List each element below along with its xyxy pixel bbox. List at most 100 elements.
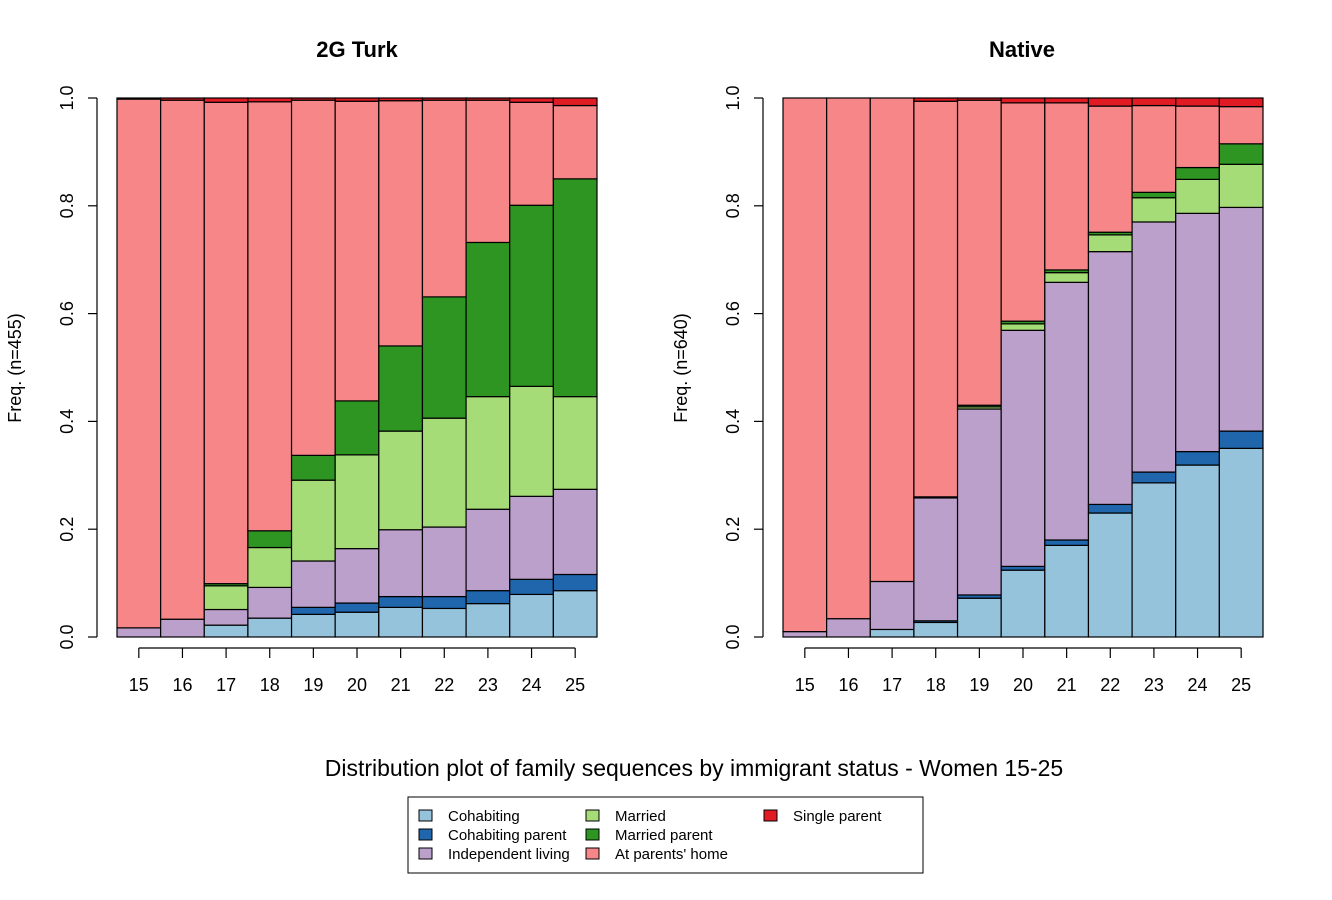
bar-segment-cohabiting-21	[1044, 544, 1090, 638]
legend-swatch	[763, 809, 778, 822]
bar-segment-at-parents-home-17	[869, 97, 915, 583]
bar-segment-at-parents-home-23	[465, 99, 511, 244]
bar-segment-independent-living-17	[203, 608, 249, 626]
bar-segment-married-parent-24	[509, 204, 554, 387]
bar-segment-independent-living-21	[1044, 281, 1090, 541]
y-tick-label: 0.8	[723, 193, 743, 218]
bar-segment-single-parent-21	[1044, 97, 1090, 104]
bar-segment-married-parent-21	[378, 345, 424, 432]
bar-segment-independent-living-15	[782, 631, 828, 638]
bar-segment-at-parents-home-20	[1000, 102, 1046, 322]
bar-segment-at-parents-home-18	[913, 100, 959, 498]
bar-segment-single-parent-21	[378, 97, 424, 102]
bar-segment-independent-living-19	[290, 560, 336, 608]
bar-segment-single-parent-19	[956, 97, 1002, 101]
bar-segment-cohabiting-18	[247, 617, 293, 638]
bar-segment-cohabiting-parent-22	[1087, 503, 1133, 514]
bar-segment-at-parents-home-23	[1131, 104, 1177, 193]
bar-segment-married-21	[378, 430, 424, 531]
bar-segment-single-parent-16	[160, 97, 205, 101]
bar-segment-at-parents-home-15	[782, 97, 828, 633]
panel-native: Native Freq. (n=640) 0.0 0.2 0.4 0.6 0.8 1.0 1…	[671, 37, 1264, 695]
bar-segment-cohabiting-19	[290, 613, 336, 638]
x-tick-label: 22	[434, 675, 454, 695]
x-tick-label: 21	[391, 675, 411, 695]
bar-segment-single-parent-23	[465, 97, 511, 101]
bar-segment-independent-living-18	[913, 497, 959, 622]
x-tick-label: 16	[172, 675, 192, 695]
bar-segment-married-24	[1175, 178, 1220, 214]
bar-segment-single-parent-22	[421, 97, 467, 101]
bar-segment-independent-living-24	[1175, 212, 1220, 453]
legend-label: At parents' home	[615, 846, 728, 863]
bar-segment-married-parent-20	[334, 400, 380, 456]
legend-swatch	[585, 809, 600, 822]
bar-segment-married-23	[1131, 197, 1177, 223]
bar-segment-at-parents-home-19	[956, 99, 1002, 406]
y-tick-label: 0.6	[57, 301, 77, 326]
bar-segment-married-parent-22	[421, 296, 467, 419]
y-axis-label: Freq. (n=640)	[671, 313, 691, 423]
bar-segment-cohabiting-17	[869, 628, 915, 638]
bar-segment-cohabiting-25	[552, 590, 598, 638]
bar-segment-independent-living-25	[1218, 206, 1264, 432]
bar-segment-cohabiting-20	[1000, 569, 1046, 638]
bar-segment-single-parent-22	[1087, 97, 1133, 107]
bar-segment-married-25	[552, 396, 598, 490]
bar-segment-at-parents-home-16	[160, 99, 205, 620]
bar-segment-married-18	[247, 546, 293, 589]
axes: 0.0 0.2 0.4 0.6 0.8 1.0 15 16 17 18 19 20 21 22 23 24 25	[723, 85, 1251, 695]
bar-segment-married-parent-25	[552, 178, 598, 398]
x-tick-label: 18	[260, 675, 280, 695]
bar-segment-independent-living-19	[956, 408, 1002, 596]
bar-segment-married-25	[1218, 163, 1264, 209]
y-tick-label: 0.2	[57, 517, 77, 542]
bar-segment-married-parent-25	[1218, 143, 1264, 165]
bar-segment-single-parent-25	[552, 97, 598, 107]
y-tick-label: 0.8	[57, 193, 77, 218]
bar-segment-at-parents-home-22	[1087, 105, 1133, 233]
bar-segment-at-parents-home-24	[1175, 105, 1220, 169]
bar-segment-independent-living-22	[1087, 251, 1133, 506]
x-tick-label: 19	[303, 675, 323, 695]
y-tick-label: 0.4	[723, 409, 743, 434]
bar-segment-married-22	[421, 417, 467, 528]
bar-segment-single-parent-18	[913, 97, 959, 102]
bar-segment-independent-living-17	[869, 580, 915, 631]
y-axis-label: Freq. (n=455)	[5, 313, 25, 423]
bar-segment-independent-living-21	[378, 529, 424, 598]
bar-segment-married-21	[1044, 272, 1090, 283]
bar-segment-married-20	[1000, 323, 1046, 331]
bar-segment-cohabiting-21	[378, 606, 424, 638]
legend-item-cohabiting: Cohabiting	[418, 808, 520, 825]
bar-segment-at-parents-home-18	[247, 101, 293, 532]
y-tick-label: 0.6	[723, 301, 743, 326]
x-tick-label: 15	[129, 675, 149, 695]
legend-item-married-parent: Married parent	[585, 827, 713, 844]
legend-swatch	[418, 809, 433, 822]
legend-swatch	[418, 828, 433, 841]
x-tick-label: 21	[1057, 675, 1077, 695]
legend-swatch	[418, 847, 433, 860]
bar-segment-cohabiting-17	[203, 624, 249, 638]
bar-segment-married-parent-18	[247, 530, 293, 549]
bar-segment-single-parent-18	[247, 97, 293, 103]
bar-segment-married-19	[290, 479, 336, 562]
legend-swatch	[585, 847, 600, 860]
bar-segment-at-parents-home-15	[116, 98, 162, 629]
y-tick-label: 1.0	[57, 85, 77, 110]
x-tick-label: 23	[1144, 675, 1164, 695]
legend-item-single-parent: Single parent	[763, 808, 882, 825]
panel-title: Native	[989, 37, 1055, 62]
bar-segment-single-parent-20	[334, 97, 380, 102]
legend-swatch	[585, 828, 600, 841]
bar-segment-cohabiting-24	[509, 593, 554, 638]
legend-label: Independent living	[448, 846, 570, 863]
bar-segment-at-parents-home-25	[552, 104, 598, 180]
bar-segment-cohabiting-parent-19	[290, 606, 336, 615]
bar-segment-cohabiting-parent-21	[1044, 539, 1090, 546]
bar-segment-single-parent-15	[116, 97, 162, 100]
x-tick-label: 15	[795, 675, 815, 695]
bar-segment-at-parents-home-16	[826, 97, 871, 620]
